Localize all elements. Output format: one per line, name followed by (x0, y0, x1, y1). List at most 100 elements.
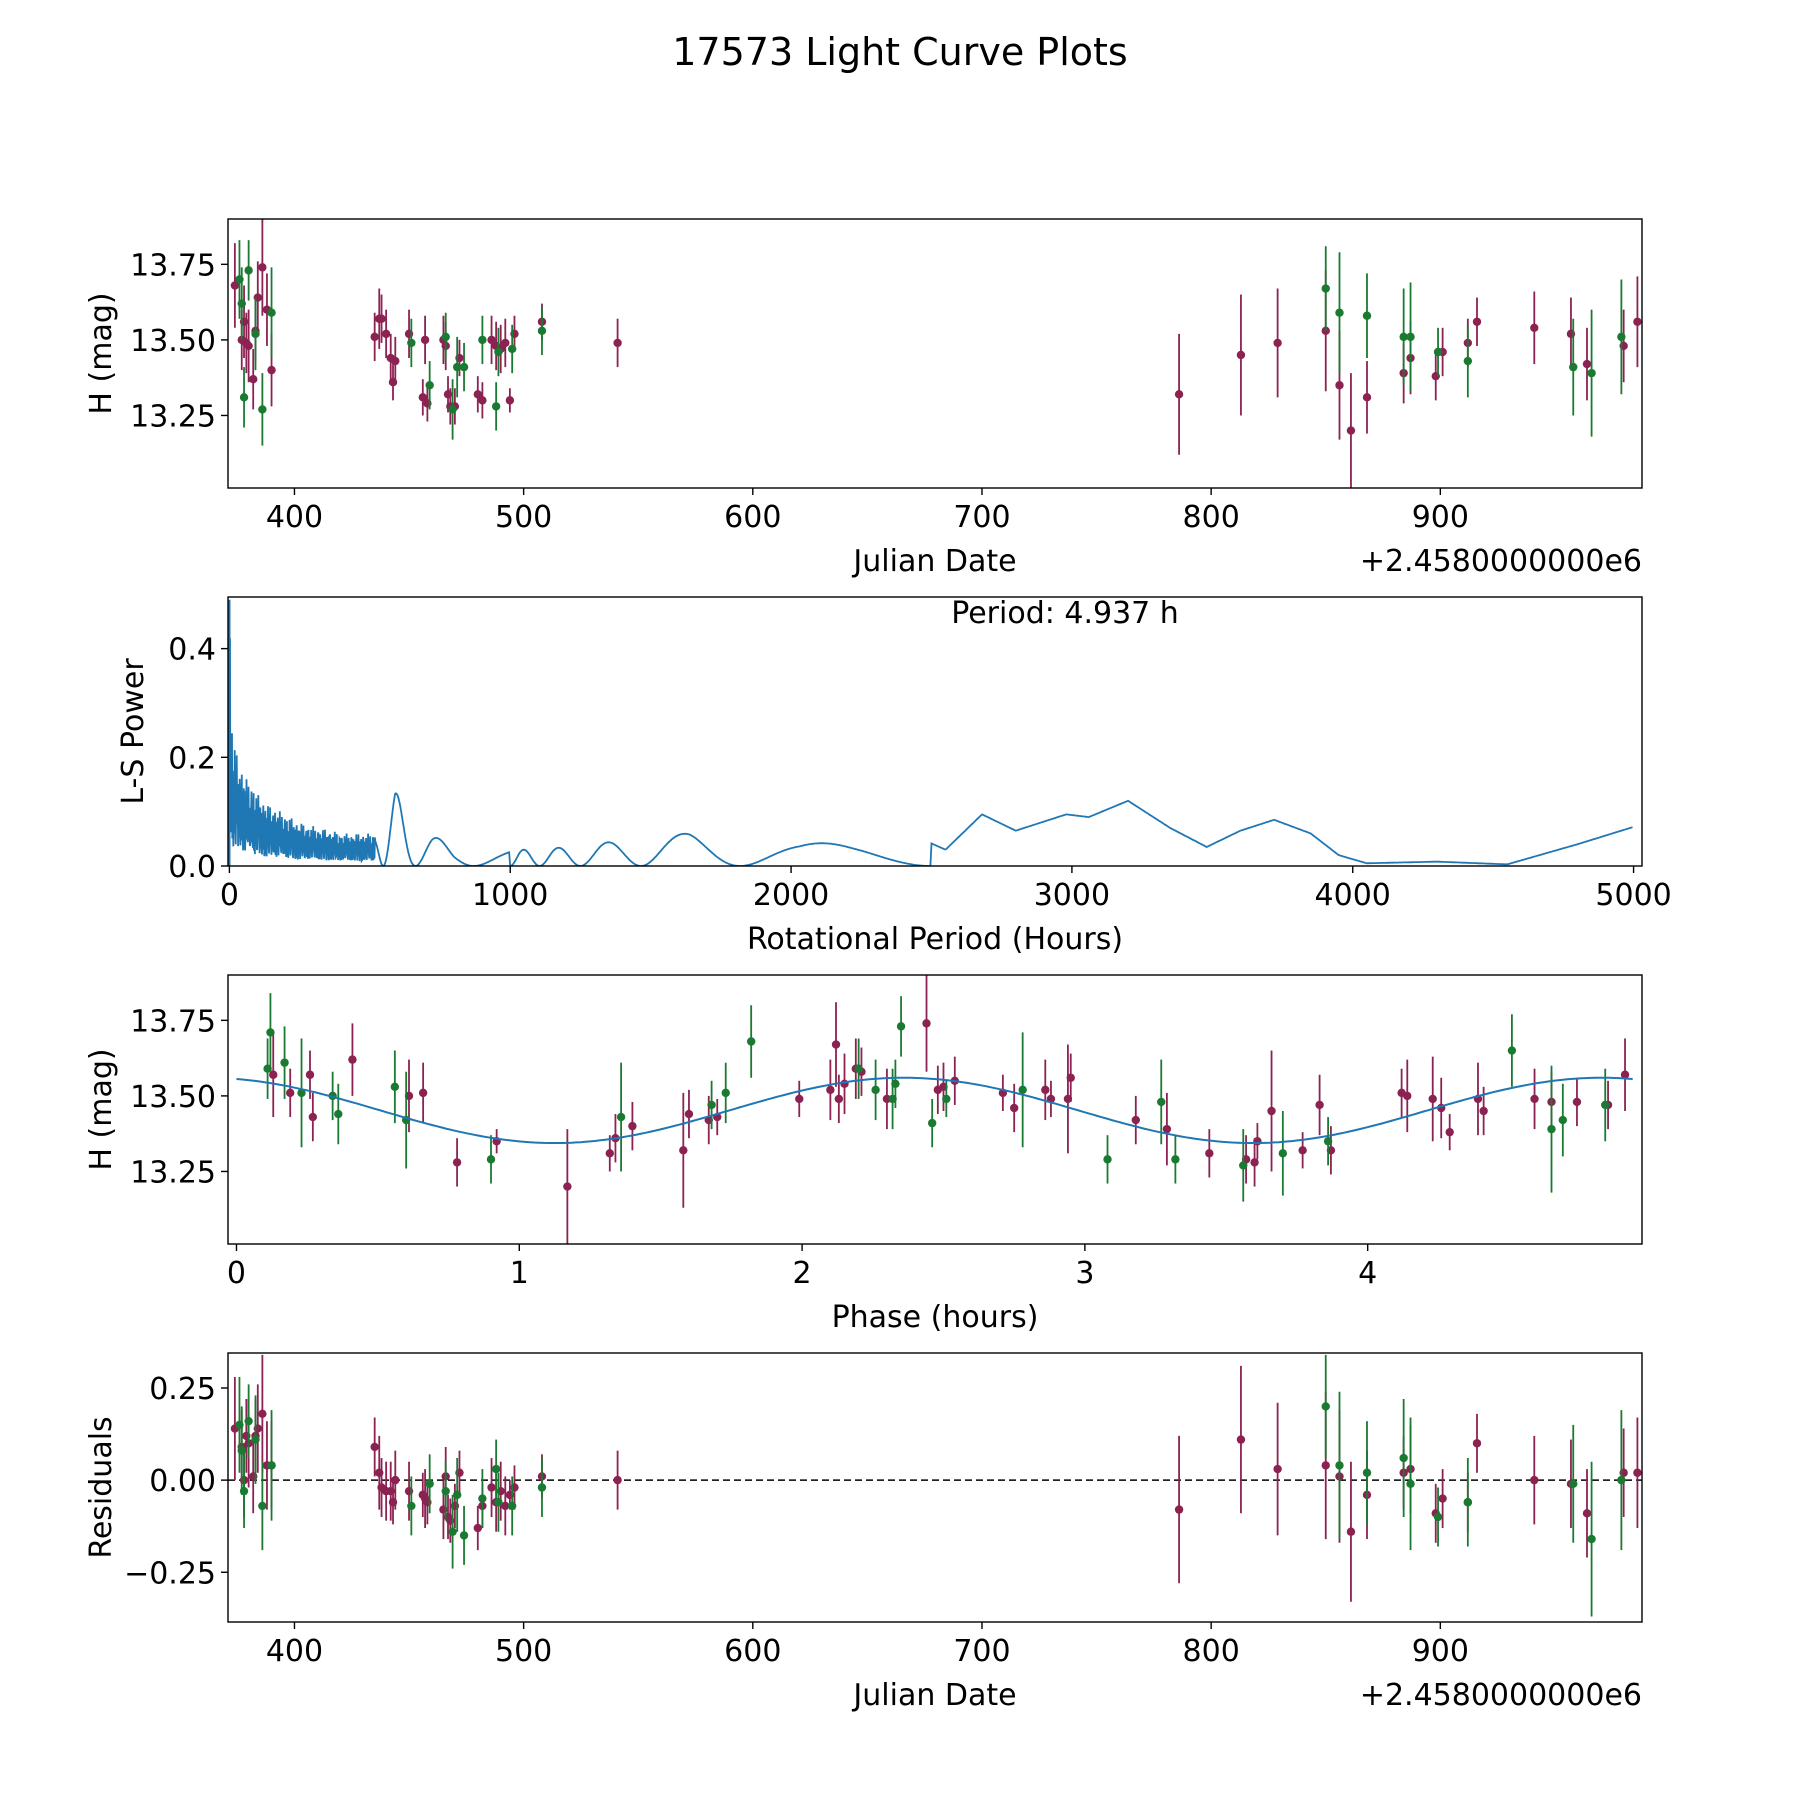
data-point (1617, 332, 1626, 342)
period-annotation: Period: 4.937 h (951, 596, 1179, 631)
data-point (834, 1094, 844, 1104)
data-point (563, 1182, 572, 1191)
data-point (425, 381, 434, 390)
data-point (1463, 1498, 1473, 1507)
data-point (1321, 1402, 1330, 1411)
data-point (258, 405, 267, 414)
data-point (1428, 1094, 1437, 1104)
figure-title: 17573 Light Curve Plots (672, 30, 1128, 74)
data-point (1530, 1094, 1539, 1104)
data-point (258, 263, 267, 272)
data-point (1323, 1137, 1333, 1146)
data-point (478, 335, 487, 345)
data-point (308, 1112, 318, 1122)
data-point (269, 1070, 278, 1079)
data-point (1472, 317, 1482, 326)
data-point (1569, 362, 1578, 372)
x-tick-label: 1000 (472, 878, 548, 913)
x-tick-label: 0 (220, 878, 239, 913)
x-tick-label: 0 (227, 1256, 246, 1291)
data-point (1236, 350, 1246, 360)
data-point (239, 393, 249, 402)
x-tick-label: 2000 (753, 878, 829, 913)
data-point (1587, 368, 1596, 378)
x-tick-label: 4000 (1315, 878, 1391, 913)
data-point (707, 1100, 716, 1110)
y-axis-label: Residuals (84, 1416, 119, 1558)
data-point (1547, 1124, 1556, 1134)
data-point (267, 308, 276, 317)
lightcurve-panel: 400 500 600 700 800 900 13.25 13.50 13.75 Julian … (84, 218, 1643, 579)
data-point (840, 1079, 849, 1089)
data-point (1131, 1115, 1140, 1125)
data-point (1582, 1509, 1592, 1518)
data-point (391, 356, 400, 366)
data-point (244, 341, 253, 351)
data-point (501, 338, 510, 348)
data-point (258, 1501, 267, 1511)
data-point (616, 1112, 626, 1122)
x-tick-label: 600 (724, 500, 781, 535)
data-point (1569, 1479, 1578, 1489)
data-point (1438, 1494, 1447, 1503)
data-point (1239, 1161, 1248, 1170)
data-point (537, 326, 547, 336)
data-point (1157, 1097, 1166, 1107)
data-point (942, 1094, 951, 1104)
data-point (297, 1088, 306, 1098)
data-point (494, 347, 503, 357)
periodogram-line (229, 638, 1633, 866)
y-tick-label: 13.75 (130, 1004, 216, 1039)
x-tick-label: 400 (266, 1634, 323, 1669)
x-tick-label: 700 (953, 1634, 1010, 1669)
data-point (1558, 1115, 1568, 1125)
data-point (613, 338, 622, 348)
y-tick-label: 0.00 (149, 1464, 216, 1499)
data-point (391, 1475, 400, 1485)
data-point (267, 365, 276, 375)
y-tick-label: 0.2 (168, 741, 216, 776)
data-point (348, 1055, 357, 1064)
data-point (473, 390, 482, 399)
y-tick-label: 0.25 (149, 1372, 216, 1407)
x-tick-label: 500 (495, 500, 552, 535)
data-point (1620, 1070, 1630, 1079)
axes-frame (227, 974, 1643, 1245)
data-point (1273, 338, 1282, 348)
x-tick-label: 500 (495, 1634, 552, 1669)
data-point (286, 1088, 295, 1098)
y-tick-label: 13.25 (130, 399, 216, 434)
data-point (244, 266, 253, 275)
fit-curve (236, 1076, 1633, 1144)
data-point (1362, 311, 1372, 320)
data-point (537, 1483, 547, 1492)
data-point (922, 1019, 931, 1028)
data-point (258, 1409, 267, 1419)
data-point (1472, 1439, 1482, 1448)
data-point (370, 332, 379, 342)
data-point (1399, 1453, 1408, 1463)
y-axis-label: H (mag) (84, 292, 119, 414)
data-point (1321, 284, 1330, 293)
data-point (441, 332, 450, 342)
data-point (1236, 1435, 1246, 1444)
data-point (425, 1479, 434, 1489)
data-layer (230, 219, 1642, 488)
x-tick-label: 4 (1358, 1256, 1377, 1291)
data-point (831, 1040, 841, 1049)
x-tick-label: 900 (1412, 500, 1469, 535)
data-layer (228, 599, 1633, 866)
x-tick-label: 600 (724, 1634, 781, 1669)
data-point (487, 1483, 496, 1492)
data-point (854, 1064, 863, 1073)
x-tick-label: 3000 (1034, 878, 1110, 913)
data-point (441, 1486, 450, 1496)
residuals-panel: 400 500 600 700 800 900 −0.25 0.00 0.25 Julian Da… (84, 1352, 1643, 1713)
data-point (613, 1475, 622, 1485)
data-point (1335, 1461, 1344, 1470)
y-tick-label: 13.50 (130, 1080, 216, 1115)
phased-lightcurve-panel: 0 1 2 3 4 13.25 13.50 13.75 Phase (hours) H (mag) (84, 974, 1643, 1335)
x-axis-label: Rotational Period (Hours) (747, 922, 1123, 957)
data-point (1362, 393, 1372, 402)
